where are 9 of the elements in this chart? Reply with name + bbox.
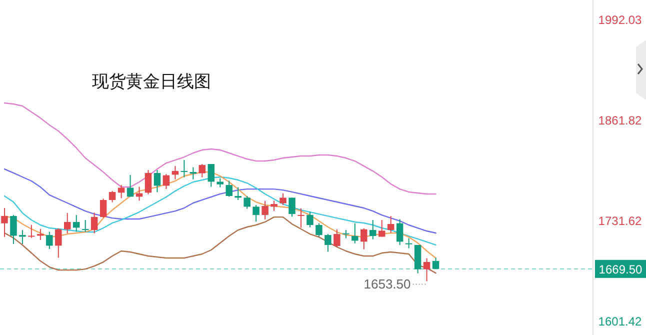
annotation: 1653.50 (364, 276, 411, 292)
y-tick-label: 1992.03 (598, 13, 642, 28)
line-series (4, 216, 436, 274)
y-tick-label: 1731.62 (598, 214, 642, 228)
y-tick-label: 1861.82 (598, 113, 642, 128)
ref-line-label: 1669.50 (598, 262, 643, 276)
text: 现货黄金日线图 (92, 72, 211, 91)
line-series (4, 168, 436, 234)
y-tick-label: 1601.42 (598, 314, 642, 328)
